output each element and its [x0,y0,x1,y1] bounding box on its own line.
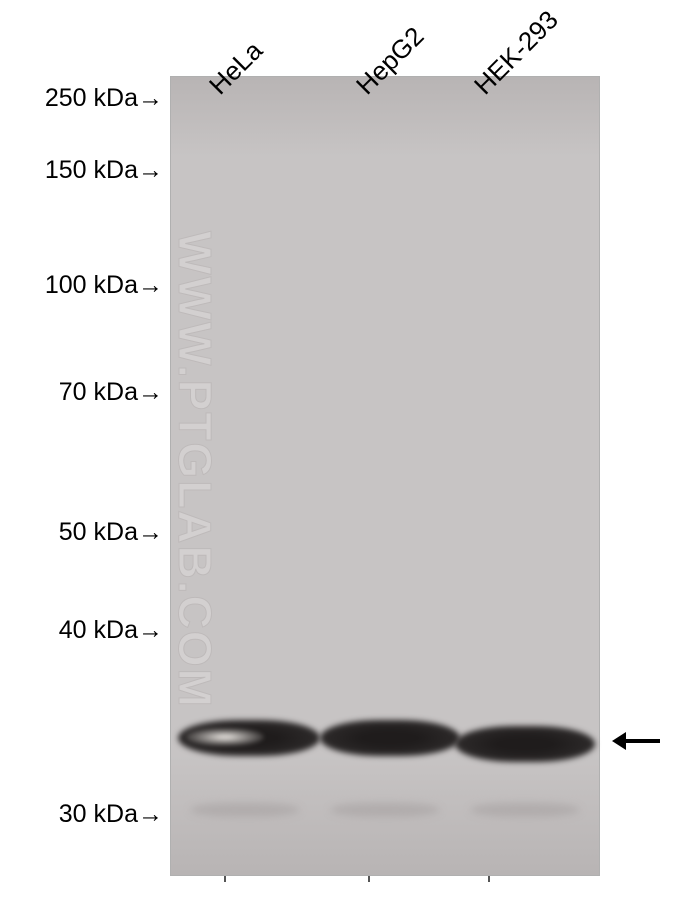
lane-tick [488,876,490,882]
band-highlight [186,728,264,746]
protein-band [455,726,595,762]
arrow-left-icon [612,732,660,750]
faint-band [190,803,300,817]
mw-marker-label: 30 kDa→ [59,800,163,829]
mw-marker-label: 250 kDa→ [45,84,163,113]
result-arrow [612,732,660,750]
faint-band [330,803,440,817]
mw-marker-label: 100 kDa→ [45,271,163,300]
mw-marker-label: 40 kDa→ [59,616,163,645]
mw-marker-label: 150 kDa→ [45,156,163,185]
mw-marker-label: 50 kDa→ [59,518,163,547]
lane-tick [224,876,226,882]
figure-container: WWW.PTGLAB.COM 250 kDa→150 kDa→100 kDa→7… [0,0,700,903]
mw-marker-label: 70 kDa→ [59,378,163,407]
lane-tick [368,876,370,882]
faint-band [470,803,580,817]
protein-band [320,720,460,756]
